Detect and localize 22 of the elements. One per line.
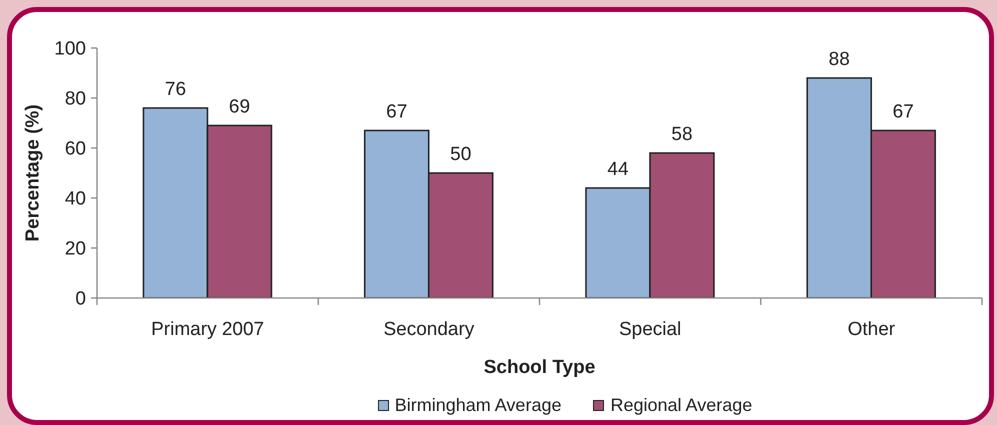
data-label: 44 bbox=[607, 159, 629, 180]
y-tick-label: 100 bbox=[54, 38, 86, 60]
legend-label: Regional Average bbox=[610, 394, 752, 416]
data-label: 67 bbox=[386, 102, 408, 122]
x-tick-label: Other bbox=[848, 319, 896, 340]
y-tick-label: 20 bbox=[64, 238, 86, 260]
y-tick-label: 60 bbox=[64, 138, 86, 160]
data-label: 88 bbox=[828, 49, 850, 70]
data-label: 58 bbox=[671, 124, 693, 145]
y-tick-label: 40 bbox=[64, 188, 86, 210]
x-axis-title: School Type bbox=[484, 357, 596, 378]
x-tick-label: Primary 2007 bbox=[151, 319, 264, 340]
x-tick-label: Secondary bbox=[383, 319, 475, 340]
legend-label: Birmingham Average bbox=[394, 394, 562, 416]
y-tick-label: 80 bbox=[64, 88, 86, 110]
data-label: 76 bbox=[164, 79, 186, 100]
y-axis-title: Percentage (%) bbox=[22, 104, 44, 242]
y-tick-label: 0 bbox=[75, 288, 86, 310]
data-label: 67 bbox=[892, 102, 914, 122]
data-label: 69 bbox=[228, 96, 250, 118]
data-label: 50 bbox=[450, 144, 472, 165]
x-tick-label: Special bbox=[618, 319, 682, 340]
